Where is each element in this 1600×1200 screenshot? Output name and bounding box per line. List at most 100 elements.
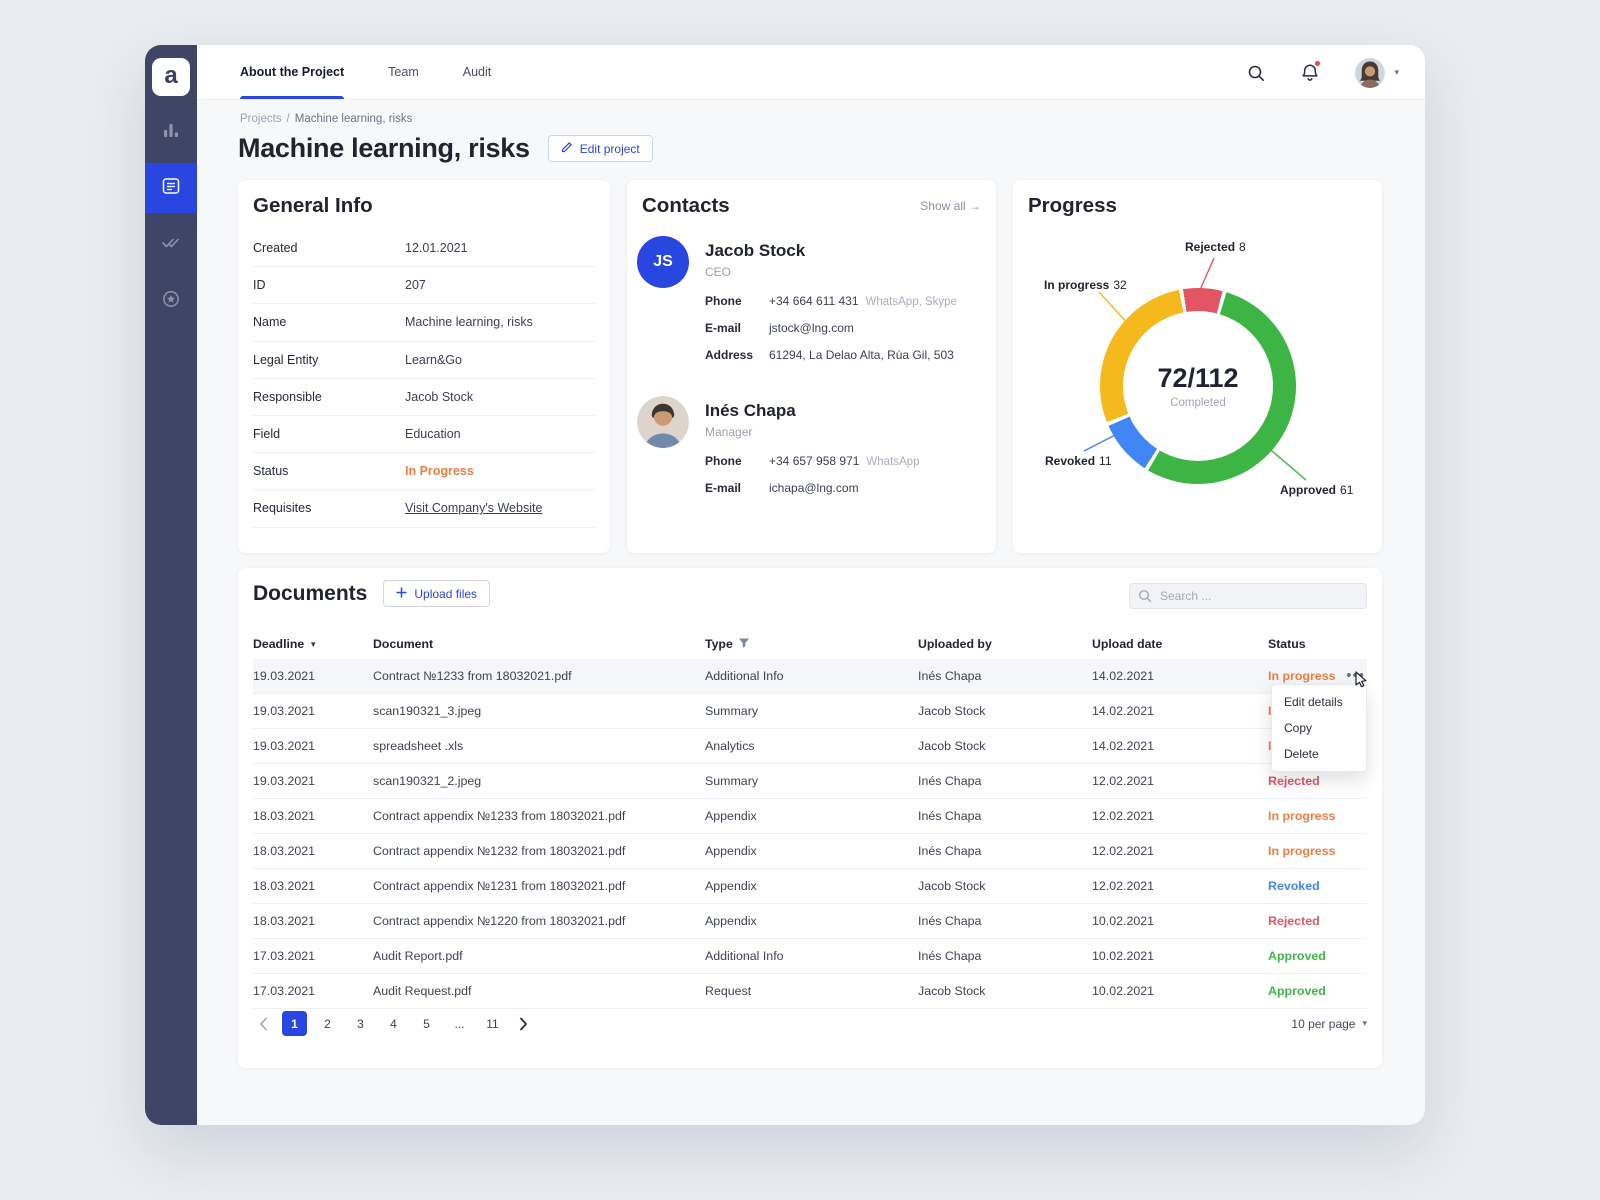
status-badge: In progress <box>1268 809 1336 823</box>
cell-type: Request <box>705 984 752 998</box>
edit-project-button[interactable]: Edit project <box>547 135 653 162</box>
cell-upload-date: 12.02.2021 <box>1092 809 1155 823</box>
cell-uploaded-by: Inés Chapa <box>918 844 982 858</box>
info-row: Legal Entity Learn&Go <box>253 342 595 379</box>
pagination-page[interactable]: 1 <box>282 1011 307 1036</box>
status-badge: Rejected <box>1268 774 1320 788</box>
cell-document: Audit Report.pdf <box>373 949 463 963</box>
cell-deadline: 19.03.2021 <box>253 739 316 753</box>
chart-label-revoked: Revoked 11 <box>1045 454 1112 468</box>
contacts-card: Contacts Show all → JS Jacob Stock CEO P… <box>627 180 996 553</box>
context-menu-item[interactable]: Copy <box>1284 721 1313 735</box>
top-navigation: About the Project Team Audit ▾ <box>197 45 1425 100</box>
table-row[interactable]: 18.03.2021 Contract appendix №1220 from … <box>253 904 1367 939</box>
sort-icon: ▼ <box>309 639 318 649</box>
sidebar-item-projects[interactable] <box>145 163 197 213</box>
nav-tab[interactable]: Team <box>388 45 419 99</box>
nav-tab[interactable]: About the Project <box>240 45 345 99</box>
table-row[interactable]: 19.03.2021 scan190321_3.jpeg Summary Jac… <box>253 694 1367 729</box>
cell-upload-date: 14.02.2021 <box>1092 704 1155 718</box>
column-deadline[interactable]: Deadline ▼ <box>253 637 318 651</box>
cell-type: Appendix <box>705 914 757 928</box>
pagination-pages: 1 2 3 4 5... 11 <box>253 1011 534 1036</box>
table-row[interactable]: 19.03.2021 spreadsheet .xls Analytics Ja… <box>253 729 1367 764</box>
app-logo[interactable]: a <box>152 58 190 96</box>
info-row: ID 207 <box>253 267 595 305</box>
info-row-value: Education <box>405 427 461 442</box>
cell-document: spreadsheet .xls <box>373 739 464 753</box>
avatar-initials: JS <box>653 253 673 270</box>
sidebar-item-analytics[interactable] <box>145 115 197 151</box>
more-actions-icon[interactable]: ••• <box>1346 667 1365 684</box>
chevron-down-icon: ▾ <box>1362 1018 1367 1028</box>
chart-label-in-progress: In progress 32 <box>1044 278 1127 292</box>
cell-uploaded-by: Inés Chapa <box>918 949 982 963</box>
table-row[interactable]: 18.03.2021 Contract appendix №1233 from … <box>253 799 1367 834</box>
info-row-value: 12.01.2021 <box>405 241 468 256</box>
sidebar-item-achievements[interactable] <box>145 283 197 319</box>
pagination: 1 2 3 4 5... 11 10 per page ▾ <box>253 1011 1367 1036</box>
page-title: Machine learning, risks <box>238 133 530 163</box>
pagination-page[interactable]: 4 <box>390 1016 397 1031</box>
upload-files-label: Upload files <box>414 586 478 601</box>
contact-field-row: Phone +34 664 611 431 WhatsApp, Skype <box>705 294 957 308</box>
info-row-label: Field <box>253 427 281 442</box>
table-row[interactable]: 18.03.2021 Contract appendix №1232 from … <box>253 834 1367 869</box>
project-list-icon <box>162 177 180 200</box>
table-row[interactable]: 19.03.2021 scan190321_2.jpeg Summary Iné… <box>253 764 1367 799</box>
breadcrumb-current: Machine learning, risks <box>294 113 413 125</box>
cell-document: Contract №1233 from 18032021.pdf <box>373 669 572 683</box>
status-badge: In progress <box>1268 844 1336 858</box>
contacts-title: Contacts <box>642 194 730 217</box>
search-icon[interactable] <box>1247 64 1265 82</box>
cell-deadline: 19.03.2021 <box>253 669 316 683</box>
chevron-left-icon[interactable] <box>259 1017 268 1031</box>
nav-tabs: About the Project Team Audit <box>240 45 491 99</box>
contact-role: CEO <box>705 265 732 279</box>
progress-title: Progress <box>1028 194 1117 217</box>
cell-deadline: 19.03.2021 <box>253 704 316 718</box>
status-badge: Approved <box>1268 984 1326 998</box>
cell-uploaded-by: Jacob Stock <box>918 879 986 893</box>
nav-tab-label: Audit <box>462 65 492 79</box>
table-header: Deadline ▼ Document Type Uploaded by Upl… <box>253 629 1367 659</box>
info-row: Responsible Jacob Stock <box>253 379 595 416</box>
progress-card: Progress 72/112 Completed Rejected 8 In p… <box>1013 180 1382 553</box>
context-menu: Edit details Copy Delete <box>1271 684 1367 772</box>
general-info-title: General Info <box>253 194 373 217</box>
cell-uploaded-by: Inés Chapa <box>918 669 982 683</box>
cell-deadline: 18.03.2021 <box>253 914 316 928</box>
info-row-label: Legal Entity <box>253 352 319 367</box>
nav-tab-label: Team <box>388 65 419 79</box>
nav-tab[interactable]: Audit <box>463 45 492 99</box>
context-menu-item[interactable]: Delete <box>1284 747 1319 761</box>
pagination-page[interactable]: 2 <box>324 1016 331 1031</box>
user-menu[interactable]: ▾ <box>1355 57 1399 88</box>
cell-document: Contract appendix №1233 from 18032021.pd… <box>373 809 626 823</box>
topbar-actions: ▾ <box>1247 45 1399 100</box>
pagination-page[interactable]: 3 <box>357 1016 364 1031</box>
contact-card: Inés Chapa Manager Phone +34 657 958 971… <box>637 396 981 508</box>
pagination-page[interactable]: 5 <box>423 1016 430 1031</box>
column-type[interactable]: Type <box>705 637 918 652</box>
notifications-bell-icon[interactable] <box>1301 60 1322 82</box>
search-input[interactable] <box>1129 583 1367 609</box>
per-page-select[interactable]: 10 per page ▾ <box>1291 1017 1367 1031</box>
progress-donut: 72/112 Completed <box>1100 288 1296 484</box>
table-row[interactable]: 17.03.2021 Audit Report.pdf Additional I… <box>253 939 1367 974</box>
table-row[interactable]: 18.03.2021 Contract appendix №1231 from … <box>253 869 1367 904</box>
cell-document: scan190321_2.jpeg <box>373 774 482 788</box>
sidebar-item-tasks[interactable] <box>145 227 197 263</box>
pagination-page[interactable]: ... <box>454 1016 465 1031</box>
table-row[interactable]: 19.03.2021 Contract №1233 from 18032021.… <box>253 659 1367 694</box>
table-row[interactable]: 17.03.2021 Audit Request.pdf Request Jac… <box>253 974 1367 1009</box>
upload-files-button[interactable]: Upload files <box>383 580 491 607</box>
chevron-right-icon[interactable] <box>519 1017 528 1031</box>
context-menu-item[interactable]: Edit details <box>1284 695 1343 709</box>
show-all-link[interactable]: Show all → <box>920 199 981 213</box>
pagination-page[interactable]: 11 <box>486 1016 499 1031</box>
logo-letter: a <box>164 62 178 89</box>
documents-table: Deadline ▼ Document Type Uploaded by Upl… <box>253 629 1367 1009</box>
cell-upload-date: 12.02.2021 <box>1092 844 1155 858</box>
breadcrumb-parent[interactable]: Projects <box>240 113 282 125</box>
